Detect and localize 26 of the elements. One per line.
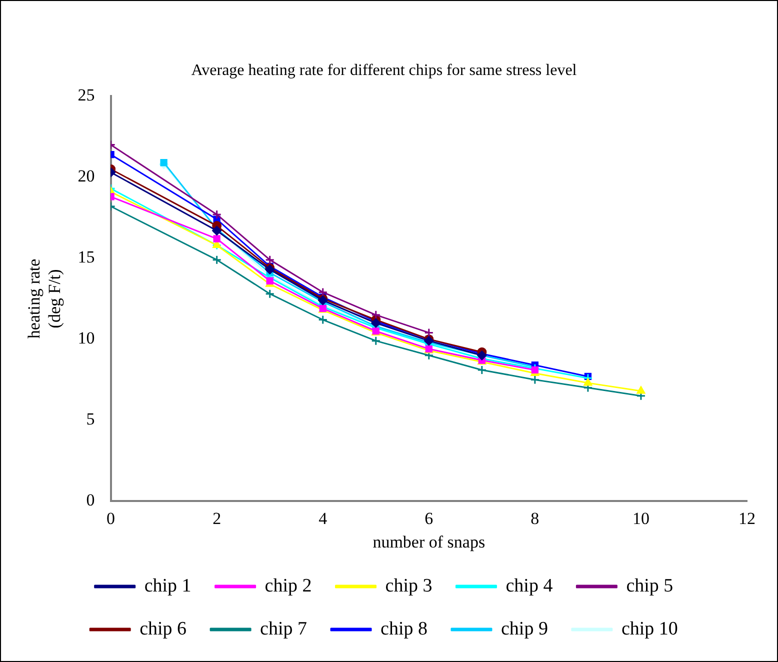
legend-label: chip 9 <box>500 618 548 640</box>
legend-label: chip 6 <box>140 618 187 640</box>
x-tick-label: 0 <box>106 508 116 528</box>
legend-label: chip 3 <box>385 575 432 596</box>
legend-label: chip 1 <box>144 575 192 596</box>
y-axis-title: heating rate (deg F/t) <box>24 258 64 339</box>
legend-label: chip 4 <box>506 575 554 596</box>
x-tick-label: 12 <box>738 508 756 528</box>
x-tick-label: 2 <box>212 508 222 528</box>
x-axis-title: number of snaps <box>372 532 486 552</box>
y-tick-label: 15 <box>78 248 95 267</box>
legend-label: chip 7 <box>260 618 308 640</box>
legend-label: chip 10 <box>621 618 678 640</box>
x-tick-label: 8 <box>530 508 540 528</box>
y-tick-label: 0 <box>86 490 95 510</box>
chart-title: Average heating rate for different chips for same stress level <box>191 62 578 79</box>
y-tick-label: 5 <box>86 410 95 429</box>
y-tick-label: 25 <box>78 86 95 105</box>
x-tick-label: 6 <box>424 508 434 528</box>
y-tick-label: 20 <box>78 166 95 186</box>
x-tick-label: 4 <box>318 508 328 528</box>
legend-label: chip 2 <box>264 575 312 596</box>
legend-label: chip 8 <box>380 618 428 640</box>
y-tick-label: 10 <box>78 328 95 348</box>
x-tick-label: 10 <box>632 508 650 528</box>
legend-label: chip 5 <box>626 575 674 596</box>
